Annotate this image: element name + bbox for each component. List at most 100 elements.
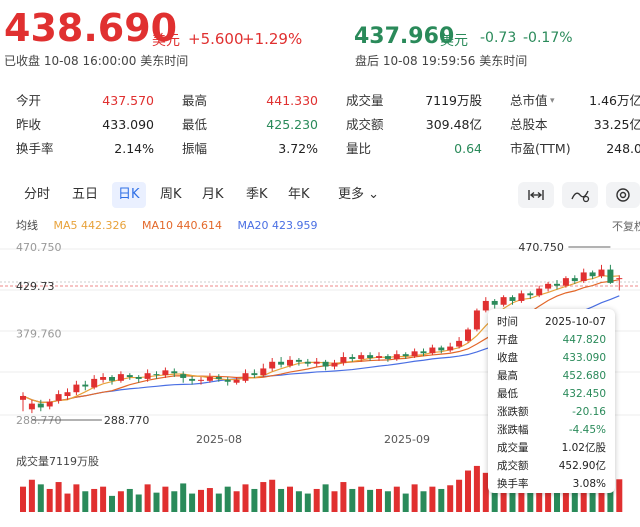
candle-body: [251, 373, 258, 376]
candle-body: [554, 283, 560, 286]
candle-body: [447, 346, 454, 351]
volume-bar: [562, 484, 569, 512]
tooltip-value: 452.90亿: [558, 460, 606, 472]
tab-4[interactable]: 月K: [202, 187, 224, 202]
ma10-value: MA10 440.614: [142, 219, 222, 232]
volume-bar: [473, 465, 480, 512]
dropdown-icon[interactable]: ▾: [550, 96, 555, 106]
tooltip-value: 2025-10-07: [544, 316, 606, 328]
volume-bar: [55, 482, 62, 512]
volume-bar: [536, 484, 543, 512]
tab-3[interactable]: 周K: [160, 187, 182, 202]
candle-body: [465, 329, 471, 341]
tab-2[interactable]: 日K: [112, 182, 146, 208]
ma5-value: MA5 442.326: [53, 219, 127, 232]
volume-bar: [482, 472, 489, 512]
stat-value: 248.0: [606, 141, 640, 156]
candle-body: [260, 368, 267, 376]
candle-body: [616, 278, 623, 280]
volume-bar: [109, 495, 115, 512]
indicator-button[interactable]: [606, 182, 640, 208]
candle-body: [269, 361, 276, 369]
volume-bar: [295, 491, 302, 512]
volume-bar: [91, 488, 98, 512]
volume-bar: [304, 493, 311, 512]
candle-body: [598, 269, 605, 277]
tab-1[interactable]: 五日: [72, 187, 99, 202]
no-adjust-selector[interactable]: 不复权: [612, 220, 640, 233]
after-hours-status: 盘后 10-08 19:59:56 美东时间: [355, 54, 528, 68]
volume-bar: [37, 484, 44, 512]
volume-label: 成交量7119万股: [16, 455, 99, 468]
last-price: 438.690: [4, 6, 178, 50]
candle-body: [109, 377, 115, 381]
after-hours-price: 437.960: [354, 24, 455, 49]
candle-body: [206, 377, 213, 381]
tooltip-label: 成交额: [497, 460, 529, 472]
volume-bar: [269, 479, 276, 512]
volume-bar: [429, 486, 436, 512]
tab-6[interactable]: 年K: [288, 187, 310, 202]
tab-0[interactable]: 分时: [24, 187, 51, 202]
volume-bar: [402, 493, 409, 512]
candle-body: [198, 379, 204, 381]
candle-body: [224, 379, 231, 382]
tooltip-label: 开盘: [497, 334, 518, 346]
volume-bar: [278, 488, 285, 512]
candle-body: [571, 278, 578, 281]
candle-tooltip: 时间 2025-10-07 开盘 447.820 收盘 433.090 最高 452.680 最…: [488, 309, 615, 493]
tooltip-label: 涨跌幅: [497, 424, 529, 436]
candle-body: [64, 392, 71, 397]
stat-item: 昨收 433.090: [16, 114, 154, 136]
stat-item: 市盈(TTM) 248.0: [510, 138, 640, 160]
candle-body: [393, 354, 400, 359]
tooltip-row: 成交量 1.02亿股: [497, 439, 606, 457]
tooltip-value: 432.450: [562, 388, 606, 400]
volume-bar: [20, 486, 26, 512]
ma20-value: MA20 423.959: [237, 219, 318, 232]
tooltip-row: 成交额 452.90亿: [497, 457, 606, 475]
tab-7[interactable]: 更多 ⌄: [338, 187, 380, 202]
candle-body: [384, 356, 391, 359]
candle-body: [331, 362, 338, 367]
candle-body: [367, 355, 374, 358]
candle-body: [589, 272, 596, 277]
candle-body: [46, 401, 53, 407]
tooltip-label: 换手率: [497, 478, 529, 490]
volume-bar: [589, 486, 596, 512]
volume-bar: [206, 488, 213, 512]
volume-bar: [376, 488, 382, 512]
tab-5[interactable]: 季K: [246, 187, 268, 202]
stat-label: 换手率: [16, 141, 54, 156]
candle-body: [482, 300, 489, 311]
stat-item: 量比 0.64: [346, 138, 482, 160]
max-price-label: 470.750: [518, 241, 564, 254]
draw-button[interactable]: [562, 182, 598, 208]
candle-body: [91, 378, 98, 388]
stat-label: 市盈(TTM): [510, 141, 571, 156]
volume-bar: [598, 477, 605, 512]
volume-bar: [554, 486, 560, 512]
stat-item: 最高 441.330: [182, 90, 318, 112]
stat-value: 33.25亿: [593, 117, 640, 132]
tooltip-row: 换手率 3.08%: [497, 475, 606, 493]
price-change-pct: +1.29%: [242, 30, 303, 48]
volume-bar: [527, 486, 534, 512]
candle-body: [215, 377, 222, 379]
volume-bar: [518, 479, 525, 512]
price-tick-label: 379.760: [16, 328, 62, 341]
volume-bar: [46, 488, 53, 512]
stat-label: 今开: [16, 93, 42, 108]
tooltip-label: 最高: [497, 370, 518, 382]
fit-width-button[interactable]: [518, 182, 554, 208]
tooltip-value: -20.16: [572, 406, 606, 418]
stat-value: 2.14%: [114, 141, 154, 156]
candle-body: [73, 384, 80, 393]
volume-bar: [571, 488, 578, 512]
candle-body: [607, 269, 614, 283]
stat-label: 最低: [182, 117, 208, 132]
tooltip-label: 成交量: [497, 442, 529, 454]
tooltip-row: 开盘 447.820: [497, 331, 606, 349]
candle-body: [144, 373, 151, 379]
